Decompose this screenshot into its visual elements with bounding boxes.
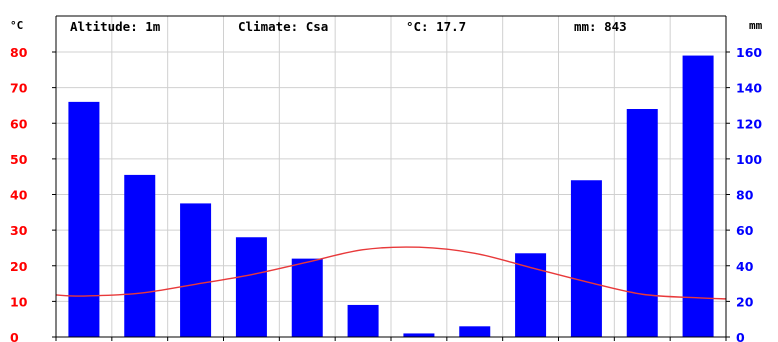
tick-labels: 0 10 20 30 40 50 60 70 80 0 20 40 60 80 100 120 140 160 (10, 45, 762, 342)
right-tick-label: 160 (736, 45, 762, 60)
right-tick-label: 20 (736, 294, 754, 309)
right-tick-label: 120 (736, 116, 762, 131)
precipitation-bar (180, 203, 212, 337)
left-tick-label: 30 (10, 223, 28, 238)
left-axis-unit: °C (10, 19, 23, 32)
precipitation-bar (124, 174, 156, 337)
left-tick-label: 70 (10, 81, 28, 96)
temperature-curve (55, 246, 727, 300)
header-climate: Climate: Csa (238, 19, 328, 34)
right-tick-label: 60 (736, 223, 754, 238)
precipitation-bar (403, 333, 435, 337)
right-axis-unit: mm (749, 19, 763, 32)
axes (52, 15, 730, 341)
right-tick-label: 40 (736, 259, 754, 274)
precipitation-bar (515, 253, 547, 337)
precipitation-bar (459, 326, 491, 337)
precipitation-bar (68, 101, 100, 337)
precipitation-bar (682, 55, 714, 337)
right-tick-label: 80 (736, 188, 754, 203)
gridlines (56, 16, 726, 337)
temperature-line (55, 246, 727, 300)
left-tick-label: 60 (10, 116, 28, 131)
left-tick-label: 40 (10, 188, 28, 203)
header-precipitation: mm: 843 (574, 19, 627, 34)
left-tick-label: 50 (10, 152, 28, 167)
precipitation-bar (291, 258, 323, 337)
precipitation-bar (570, 180, 602, 337)
header-altitude: Altitude: 1m (70, 19, 161, 34)
right-tick-label: 140 (736, 81, 762, 96)
precipitation-bar (347, 304, 379, 337)
right-tick-label: 0 (736, 330, 745, 342)
precipitation-bar (626, 109, 658, 337)
left-tick-label: 20 (10, 259, 28, 274)
left-tick-label: 10 (10, 294, 28, 309)
precipitation-bar (235, 237, 267, 337)
left-tick-label: 0 (10, 330, 19, 342)
left-tick-label: 80 (10, 45, 28, 60)
right-tick-label: 100 (736, 152, 762, 167)
header-temperature: °C: 17.7 (406, 19, 466, 34)
